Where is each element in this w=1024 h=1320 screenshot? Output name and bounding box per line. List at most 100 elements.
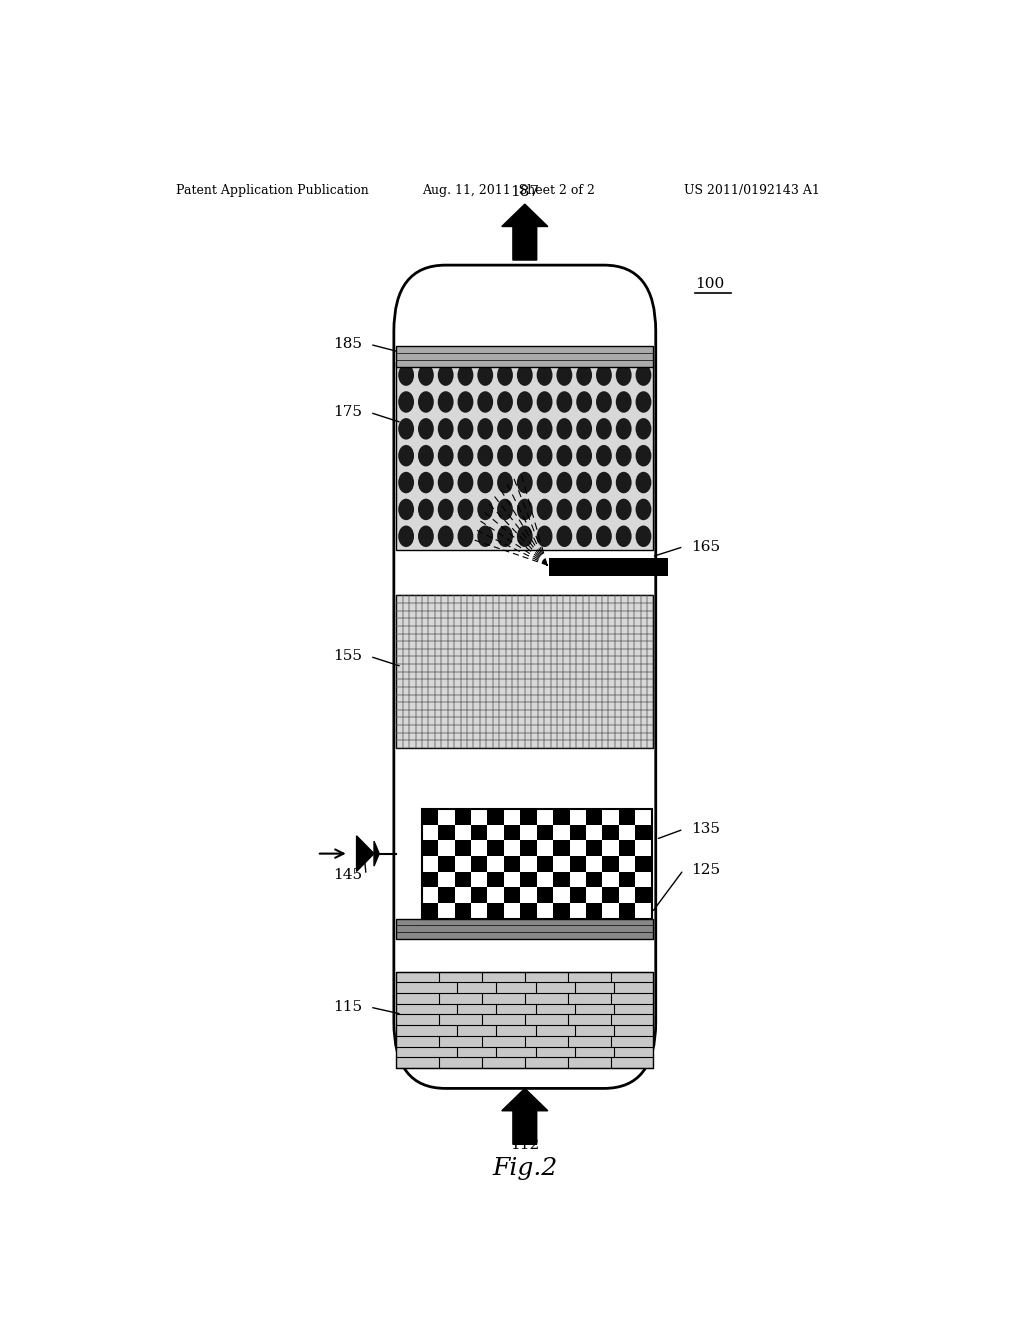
Bar bbox=[586, 855, 602, 871]
Ellipse shape bbox=[398, 418, 414, 440]
Ellipse shape bbox=[497, 364, 513, 385]
Ellipse shape bbox=[537, 364, 553, 385]
Ellipse shape bbox=[497, 391, 513, 413]
Bar bbox=[422, 825, 438, 841]
Ellipse shape bbox=[438, 418, 454, 440]
Bar bbox=[618, 809, 635, 825]
Ellipse shape bbox=[477, 391, 494, 413]
Bar bbox=[504, 825, 520, 841]
Ellipse shape bbox=[636, 364, 651, 385]
Ellipse shape bbox=[556, 525, 572, 546]
Bar bbox=[471, 825, 487, 841]
Bar bbox=[549, 558, 668, 576]
Bar bbox=[537, 855, 553, 871]
Ellipse shape bbox=[636, 418, 651, 440]
Ellipse shape bbox=[596, 471, 611, 494]
Ellipse shape bbox=[398, 471, 414, 494]
Bar bbox=[438, 825, 455, 841]
Bar bbox=[396, 346, 653, 367]
Ellipse shape bbox=[517, 418, 532, 440]
Ellipse shape bbox=[596, 525, 611, 546]
Bar bbox=[537, 903, 553, 919]
Ellipse shape bbox=[438, 445, 454, 466]
Bar bbox=[438, 841, 455, 855]
Bar bbox=[569, 887, 586, 903]
Text: Fig.2: Fig.2 bbox=[493, 1156, 557, 1180]
Bar bbox=[487, 887, 504, 903]
Ellipse shape bbox=[398, 445, 414, 466]
Ellipse shape bbox=[458, 364, 473, 385]
Bar bbox=[602, 855, 618, 871]
Bar bbox=[537, 809, 553, 825]
Ellipse shape bbox=[596, 499, 611, 520]
Bar bbox=[520, 841, 537, 855]
FancyArrow shape bbox=[502, 205, 548, 260]
Ellipse shape bbox=[596, 445, 611, 466]
Ellipse shape bbox=[577, 471, 592, 494]
Bar bbox=[520, 809, 537, 825]
Ellipse shape bbox=[477, 364, 494, 385]
Bar bbox=[455, 825, 471, 841]
Bar bbox=[487, 825, 504, 841]
Text: 125: 125 bbox=[691, 863, 721, 876]
Ellipse shape bbox=[497, 445, 513, 466]
Bar bbox=[396, 972, 653, 1068]
Bar bbox=[438, 903, 455, 919]
Ellipse shape bbox=[636, 499, 651, 520]
Ellipse shape bbox=[438, 525, 454, 546]
Ellipse shape bbox=[556, 471, 572, 494]
Bar bbox=[602, 871, 618, 887]
Ellipse shape bbox=[477, 499, 494, 520]
Bar bbox=[602, 841, 618, 855]
Bar bbox=[471, 855, 487, 871]
Text: Aug. 11, 2011  Sheet 2 of 2: Aug. 11, 2011 Sheet 2 of 2 bbox=[422, 183, 595, 197]
Ellipse shape bbox=[537, 471, 553, 494]
Ellipse shape bbox=[537, 525, 553, 546]
Ellipse shape bbox=[615, 499, 632, 520]
Bar bbox=[602, 809, 618, 825]
Text: 100: 100 bbox=[695, 276, 725, 290]
Ellipse shape bbox=[537, 499, 553, 520]
Bar bbox=[537, 825, 553, 841]
Bar bbox=[635, 825, 652, 841]
Bar bbox=[520, 871, 537, 887]
Bar bbox=[455, 903, 471, 919]
Ellipse shape bbox=[636, 471, 651, 494]
Ellipse shape bbox=[418, 471, 434, 494]
Bar bbox=[471, 871, 487, 887]
Text: 175: 175 bbox=[333, 405, 362, 420]
Bar bbox=[537, 841, 553, 855]
Ellipse shape bbox=[517, 471, 532, 494]
Ellipse shape bbox=[517, 445, 532, 466]
Ellipse shape bbox=[615, 525, 632, 546]
Bar bbox=[422, 809, 652, 919]
Bar bbox=[586, 903, 602, 919]
Ellipse shape bbox=[517, 364, 532, 385]
Ellipse shape bbox=[458, 471, 473, 494]
Bar bbox=[520, 855, 537, 871]
Ellipse shape bbox=[636, 391, 651, 413]
Bar bbox=[504, 871, 520, 887]
Text: 165: 165 bbox=[691, 540, 721, 553]
Ellipse shape bbox=[556, 418, 572, 440]
Ellipse shape bbox=[596, 391, 611, 413]
Bar bbox=[618, 903, 635, 919]
Bar bbox=[455, 841, 471, 855]
Bar bbox=[586, 887, 602, 903]
Ellipse shape bbox=[477, 445, 494, 466]
Bar bbox=[635, 841, 652, 855]
Bar bbox=[438, 809, 455, 825]
Bar bbox=[618, 841, 635, 855]
Ellipse shape bbox=[477, 471, 494, 494]
Ellipse shape bbox=[497, 499, 513, 520]
Bar bbox=[487, 855, 504, 871]
Bar bbox=[504, 841, 520, 855]
Bar bbox=[569, 809, 586, 825]
Text: 115: 115 bbox=[333, 1001, 362, 1014]
Ellipse shape bbox=[398, 525, 414, 546]
Ellipse shape bbox=[556, 391, 572, 413]
Ellipse shape bbox=[537, 418, 553, 440]
Bar bbox=[422, 855, 438, 871]
Ellipse shape bbox=[636, 445, 651, 466]
Bar bbox=[553, 887, 569, 903]
